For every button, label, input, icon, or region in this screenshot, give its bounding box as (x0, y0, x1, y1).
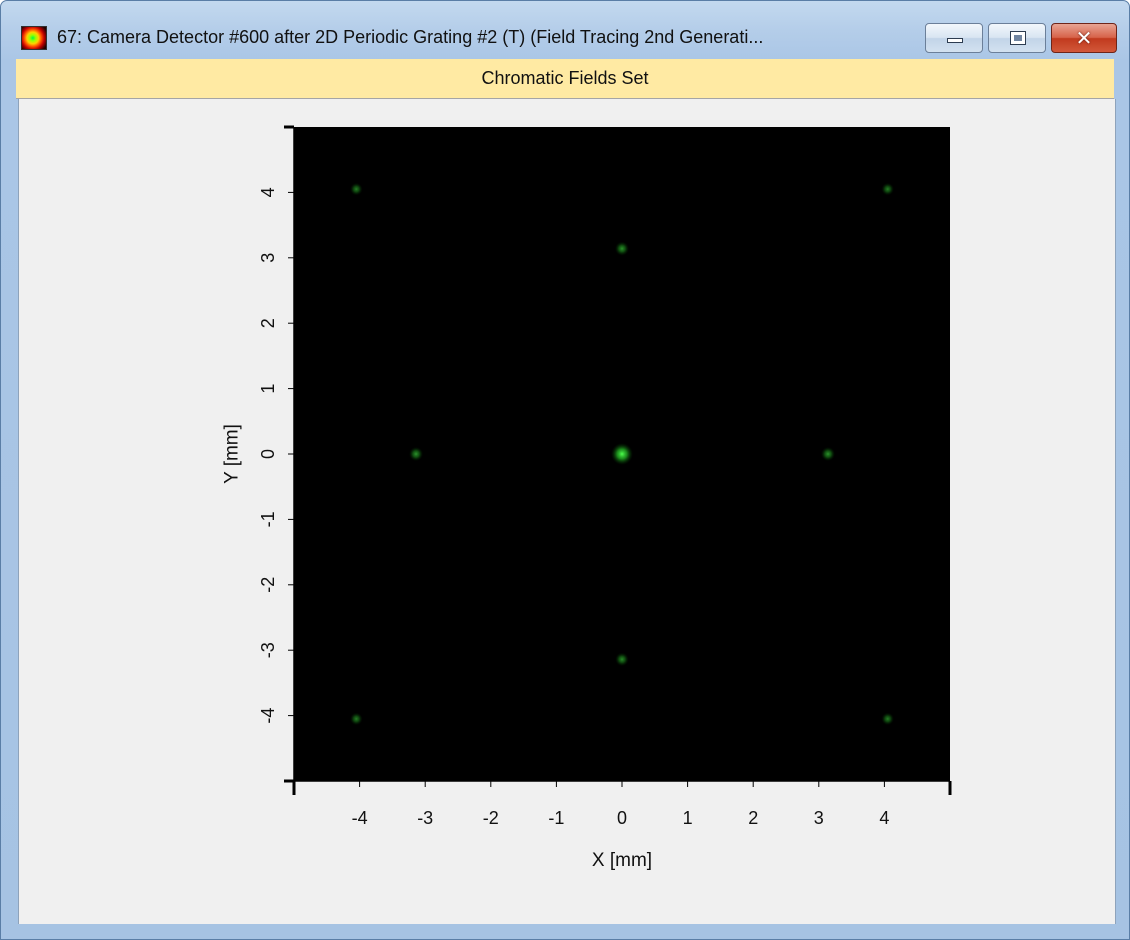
diffraction-spot (611, 443, 633, 465)
diffraction-spot (350, 712, 363, 726)
window-title: 67: Camera Detector #600 after 2D Period… (57, 27, 764, 47)
x-tick-label: 4 (879, 808, 889, 828)
y-tick-label: -4 (258, 708, 278, 724)
close-icon: ✕ (1075, 26, 1093, 50)
title-bar[interactable]: 67: Camera Detector #600 after 2D Period… (1, 1, 1129, 59)
close-button[interactable]: ✕ (1051, 23, 1117, 53)
y-tick-label: 4 (258, 187, 278, 197)
chromatic-fields-set-header: Chromatic Fields Set (16, 59, 1114, 99)
diffraction-spot (881, 712, 894, 726)
restore-button[interactable] (988, 23, 1046, 53)
diffraction-spot (408, 446, 424, 462)
y-axis-label: Y [mm] (222, 424, 243, 484)
x-tick-label: 1 (683, 808, 693, 828)
y-tick-label: -1 (258, 511, 278, 527)
y-tick-label: -2 (258, 577, 278, 593)
diffraction-spot (820, 446, 836, 462)
x-tick-label: 3 (814, 808, 824, 828)
diffraction-spot (614, 241, 630, 256)
x-axis-label: X [mm] (592, 850, 652, 871)
x-tick-label: -4 (352, 808, 368, 828)
y-tick-label: 2 (258, 318, 278, 328)
y-tick-label: -3 (258, 642, 278, 658)
diffraction-spot (881, 182, 894, 196)
chromatic-field-icon[interactable] (21, 26, 47, 50)
x-tick-label: 0 (617, 808, 627, 828)
y-tick-label: 1 (258, 384, 278, 394)
y-tick-label: 0 (258, 449, 278, 459)
diffraction-spot (615, 652, 629, 667)
minimize-icon (947, 38, 963, 43)
y-tick-label: 3 (258, 253, 278, 263)
diffraction-spot (350, 182, 363, 196)
x-tick-label: -3 (417, 808, 433, 828)
restore-icon (1010, 31, 1026, 45)
x-tick-label: 2 (748, 808, 758, 828)
x-tick-label: -1 (548, 808, 564, 828)
x-tick-label: -2 (483, 808, 499, 828)
minimize-button[interactable] (925, 23, 983, 53)
